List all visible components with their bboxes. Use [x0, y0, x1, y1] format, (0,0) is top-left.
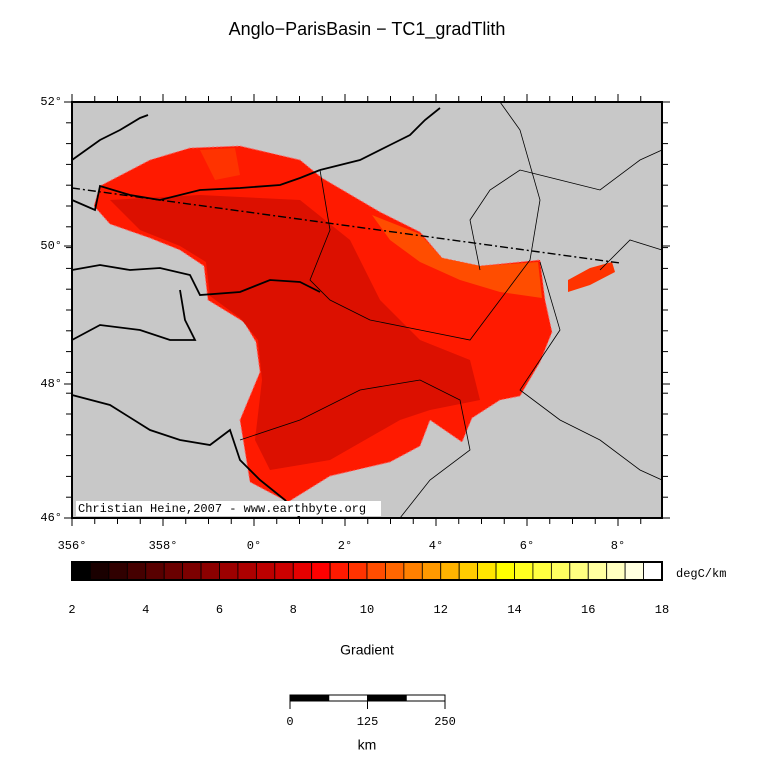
colorbar-segment	[514, 561, 534, 581]
colorbar-segment	[587, 561, 608, 581]
colorbar-segment	[348, 561, 368, 581]
river	[519, 261, 663, 481]
coastline	[71, 114, 149, 161]
colorbar-segment	[550, 561, 571, 581]
scale-segment	[367, 694, 407, 702]
gradient-high	[372, 215, 542, 298]
river	[309, 101, 541, 341]
colorbar-tick-label: 12	[434, 603, 448, 617]
colorbar-label: Gradient	[340, 642, 394, 658]
scale-segment	[289, 694, 330, 702]
coastline	[71, 264, 321, 296]
colorbar-frame	[71, 561, 663, 581]
lat-label: 48°	[40, 377, 62, 391]
colorbar-segment	[421, 561, 442, 581]
gradient-patch	[568, 262, 615, 292]
colorbar-tick-label: 18	[655, 603, 669, 617]
river	[599, 239, 663, 271]
colorbar-tick-label: 6	[216, 603, 223, 617]
colorbar-segment	[569, 561, 589, 581]
scale-unit: km	[358, 737, 377, 753]
colorbar-segment	[477, 561, 497, 581]
profile-line	[71, 187, 621, 264]
lon-label: 6°	[520, 539, 534, 553]
colorbar-segment	[126, 561, 147, 581]
colorbar: 2 4 6 8 10 12 14 16 18	[68, 561, 669, 617]
gradient-low	[110, 195, 480, 470]
lat-label: 46°	[40, 511, 62, 525]
lon-label: 0°	[247, 539, 261, 553]
colorbar-segment	[255, 561, 276, 581]
gradient-high	[200, 148, 240, 180]
colorbar-segment	[606, 561, 626, 581]
coastline	[71, 169, 321, 212]
coastline	[71, 394, 301, 519]
colorbar-segment	[71, 561, 91, 581]
title: Anglo−ParisBasin − TC1_gradTlith	[229, 19, 506, 40]
lon-label: 358°	[149, 539, 178, 553]
colorbar-tick-label: 8	[290, 603, 297, 617]
colorbar-segment	[237, 561, 257, 581]
colorbar-segment	[458, 561, 479, 581]
colorbar-segment	[274, 561, 294, 581]
coastlines	[71, 107, 441, 519]
lat-label: 52°	[40, 95, 62, 109]
lon-label: 356°	[58, 539, 87, 553]
colorbar-segment	[145, 561, 165, 581]
scale-bar: 0 125 250	[286, 694, 456, 729]
colorbar-segment	[163, 561, 184, 581]
colorbar-tick-label: 16	[581, 603, 595, 617]
lon-label: 4°	[429, 539, 443, 553]
scale-tick-label: 0	[286, 715, 293, 729]
colorbar-segment	[366, 561, 386, 581]
colorbar-tick-label: 10	[360, 603, 374, 617]
colorbar-segment	[385, 561, 405, 581]
coastline	[71, 289, 197, 341]
colorbar-segment	[200, 561, 220, 581]
lon-label: 8°	[611, 539, 625, 553]
colorbar-segment	[643, 561, 663, 581]
colorbar-segment	[311, 561, 331, 581]
colorbar-segment	[403, 561, 423, 581]
colorbar-segment	[219, 561, 239, 581]
colorbar-segment	[90, 561, 110, 581]
axis-labels: 52° 50° 48° 46° 356° 358° 0° 2° 4° 6° 8°	[40, 94, 670, 553]
colorbar-segment	[292, 561, 313, 581]
scale-segment	[328, 694, 368, 702]
credit-box	[76, 501, 381, 516]
map: Christian Heine,2007 - www.earthbyte.org	[71, 101, 663, 519]
credit: Christian Heine,2007 - www.earthbyte.org	[78, 502, 366, 516]
scale-tick-label: 125	[357, 715, 379, 729]
rivers	[239, 101, 663, 519]
colorbar-segment	[532, 561, 552, 581]
colorbar-segment	[182, 561, 202, 581]
coastline	[319, 107, 441, 171]
colorbar-tick-label: 4	[142, 603, 149, 617]
river	[239, 379, 471, 519]
lat-label: 50°	[40, 239, 62, 253]
colorbar-segment	[329, 561, 349, 581]
scale-tick-label: 250	[434, 715, 456, 729]
colorbar-tick-label: 14	[507, 603, 521, 617]
river	[469, 149, 663, 271]
colorbar-segment	[440, 561, 460, 581]
scale-segment	[405, 694, 446, 702]
colorbar-segment	[495, 561, 515, 581]
colorbar-unit: degC/km	[676, 567, 726, 581]
colorbar-segment	[624, 561, 644, 581]
colorbar-segment	[108, 561, 128, 581]
colorbar-tick-label: 2	[68, 603, 75, 617]
lon-label: 2°	[338, 539, 352, 553]
